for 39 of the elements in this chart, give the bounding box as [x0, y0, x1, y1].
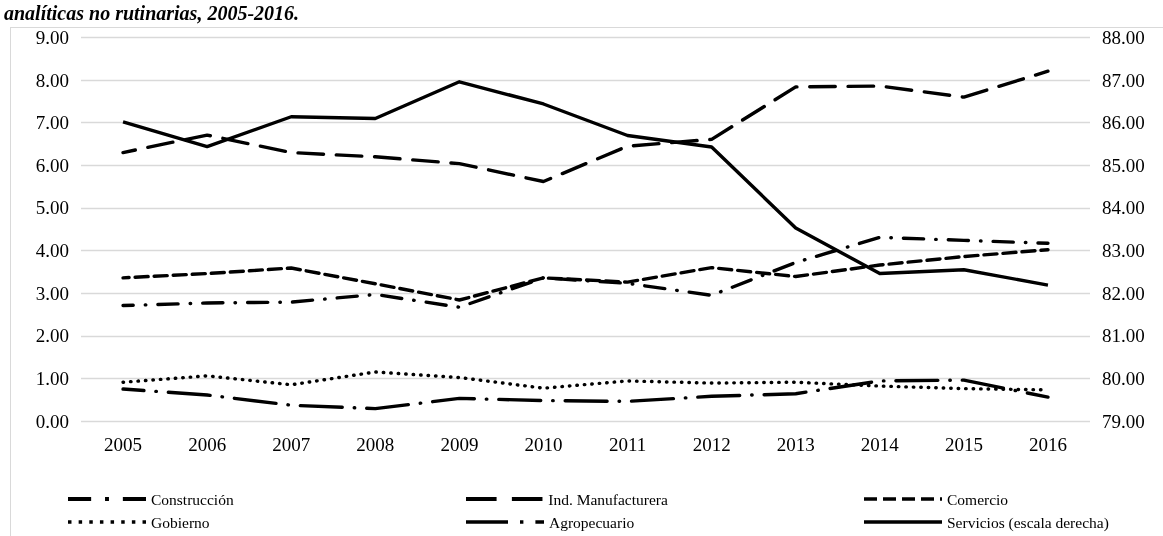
- x-tick-label: 2013: [776, 434, 815, 455]
- legend-label: Construcción: [151, 490, 234, 508]
- y2-tick-label: 88.00: [1102, 27, 1145, 48]
- y-tick-label: 2.00: [35, 325, 69, 347]
- y-tick-label: 7.00: [35, 112, 69, 134]
- x-tick-label: 2008: [356, 434, 395, 455]
- y-tick-label: 9.00: [35, 27, 69, 48]
- y2-tick-label: 82.00: [1102, 282, 1145, 304]
- y-tick-label: 5.00: [35, 197, 69, 219]
- legend-label: Gobierno: [151, 513, 210, 531]
- y-tick-label: 0.00: [35, 410, 69, 432]
- y2-tick-label: 87.00: [1102, 69, 1145, 91]
- y2-tick-label: 83.00: [1102, 240, 1145, 262]
- legend-label: Agropecuario: [549, 513, 635, 531]
- y2-tick-label: 85.00: [1102, 154, 1145, 176]
- x-tick-label: 2007: [272, 434, 311, 455]
- x-tick-label: 2016: [1028, 434, 1067, 455]
- legend-label: Comercio: [947, 490, 1009, 508]
- x-tick-label: 2014: [860, 434, 900, 455]
- y2-tick-label: 86.00: [1102, 112, 1145, 134]
- y-tick-label: 8.00: [35, 69, 69, 91]
- x-tick-label: 2009: [440, 434, 479, 455]
- x-tick-label: 2011: [608, 434, 647, 455]
- y2-tick-label: 84.00: [1102, 197, 1145, 219]
- x-tick-label: 2010: [524, 434, 563, 455]
- x-tick-label: 2012: [692, 434, 731, 455]
- y-tick-label: 4.00: [35, 240, 69, 262]
- legend-label: Ind. Manufacturera: [548, 490, 668, 508]
- chart-title: analíticas no rutinarias, 2005-2016.: [4, 1, 300, 25]
- y2-tick-label: 79.00: [1102, 410, 1145, 432]
- y2-tick-label: 81.00: [1102, 325, 1145, 347]
- x-tick-label: 2006: [188, 434, 227, 455]
- legend-label: Servicios (escala derecha): [947, 513, 1109, 532]
- y-tick-label: 3.00: [35, 282, 69, 304]
- y2-tick-label: 80.00: [1102, 367, 1145, 389]
- y-tick-label: 1.00: [35, 367, 69, 389]
- x-tick-label: 2015: [944, 434, 983, 455]
- x-tick-label: 2005: [104, 434, 143, 455]
- y-tick-label: 6.00: [35, 154, 69, 176]
